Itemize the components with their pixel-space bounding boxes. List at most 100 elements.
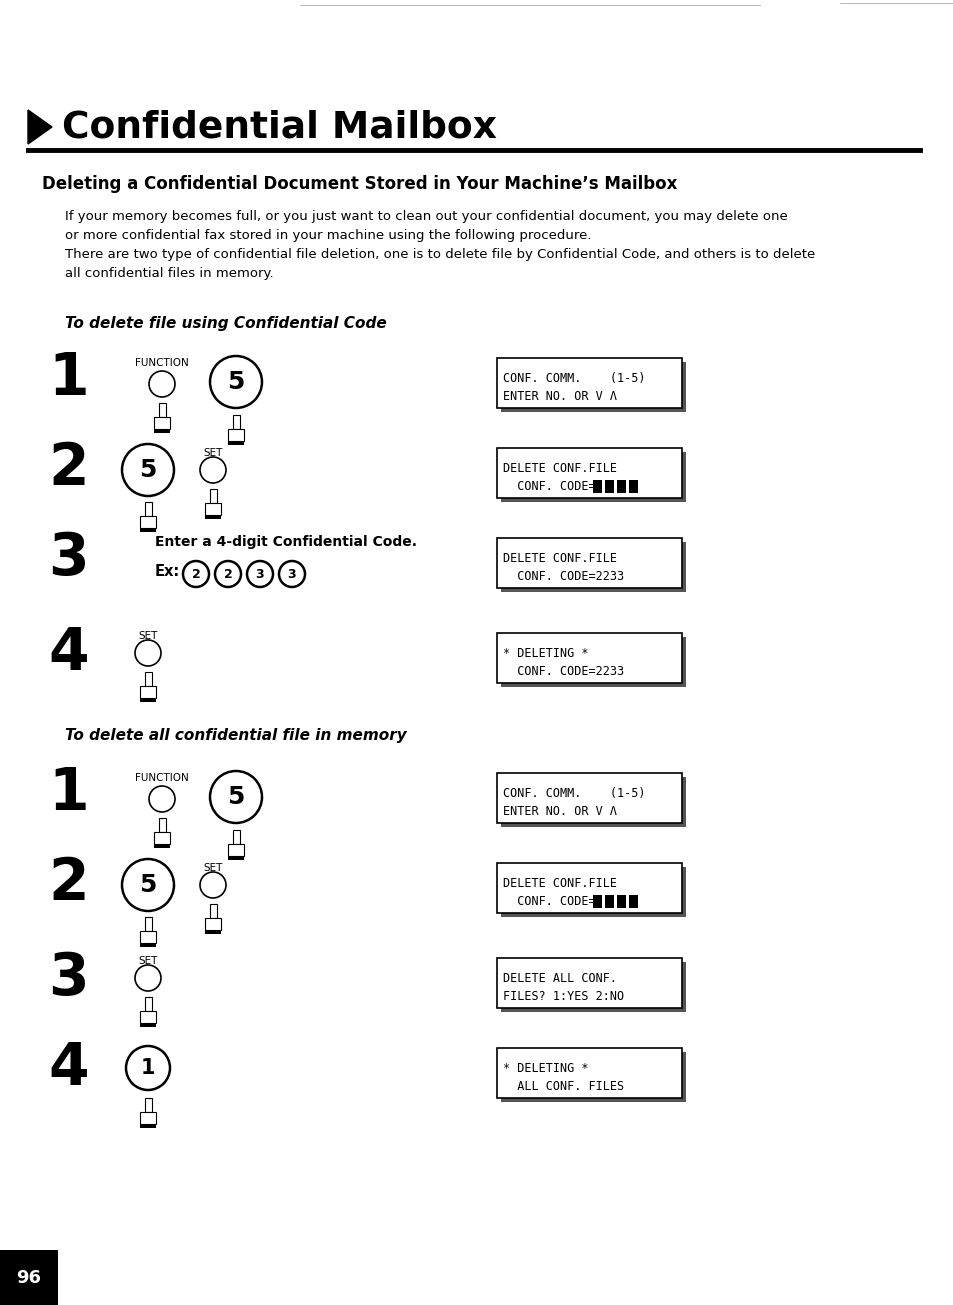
Bar	[593, 480, 601, 493]
Bar	[210, 904, 216, 917]
Text: FILES? 1:YES 2:NO: FILES? 1:YES 2:NO	[502, 990, 623, 1004]
Text: 3: 3	[48, 530, 89, 587]
Bar	[500, 361, 685, 412]
Bar	[140, 1011, 156, 1023]
Text: SET: SET	[203, 863, 222, 873]
Bar	[145, 672, 152, 686]
Bar	[500, 867, 685, 917]
Bar	[228, 441, 244, 445]
Bar	[140, 1112, 156, 1124]
Text: To delete file using Confidential Code: To delete file using Confidential Code	[65, 316, 386, 331]
Bar	[153, 844, 170, 848]
Bar	[500, 542, 685, 592]
Bar	[500, 637, 685, 686]
Text: CONF. CODE=2233: CONF. CODE=2233	[502, 666, 623, 679]
Text: 1: 1	[48, 350, 89, 407]
Text: Deleting a Confidential Document Stored in Your Machine’s Mailbox: Deleting a Confidential Document Stored …	[42, 175, 677, 193]
Bar	[0, 1250, 58, 1305]
Circle shape	[149, 371, 174, 397]
Text: 3: 3	[255, 568, 264, 581]
Circle shape	[247, 561, 273, 587]
Text: ENTER NO. OR V Λ: ENTER NO. OR V Λ	[502, 390, 617, 403]
Text: SET: SET	[138, 957, 157, 966]
Text: DELETE CONF.FILE: DELETE CONF.FILE	[502, 462, 617, 475]
Bar	[497, 1048, 681, 1098]
Text: CONF. COMM.    (1-5): CONF. COMM. (1-5)	[502, 372, 645, 385]
Bar	[228, 856, 244, 860]
Circle shape	[210, 356, 262, 408]
Circle shape	[122, 444, 173, 496]
Circle shape	[210, 771, 262, 823]
Text: 4: 4	[48, 625, 89, 683]
Bar	[500, 962, 685, 1011]
Bar	[233, 830, 240, 844]
Bar	[617, 480, 625, 493]
Text: 2: 2	[192, 568, 200, 581]
Circle shape	[135, 639, 161, 666]
Text: FUNCTION: FUNCTION	[135, 358, 189, 368]
Text: ALL CONF. FILES: ALL CONF. FILES	[502, 1081, 623, 1094]
Bar	[497, 863, 681, 913]
Text: CONF. CODE=2233: CONF. CODE=2233	[502, 570, 623, 583]
Polygon shape	[28, 110, 52, 144]
Bar	[500, 1052, 685, 1101]
Bar	[205, 502, 221, 515]
Bar	[628, 480, 638, 493]
Circle shape	[126, 1047, 170, 1090]
Bar	[145, 1098, 152, 1112]
Text: 5: 5	[227, 371, 244, 394]
Text: 2: 2	[48, 855, 89, 912]
Bar	[497, 633, 681, 683]
Circle shape	[200, 457, 226, 483]
Bar	[145, 502, 152, 515]
Text: If your memory becomes full, or you just want to clean out your confidential doc: If your memory becomes full, or you just…	[65, 210, 815, 281]
Circle shape	[183, 561, 209, 587]
Bar	[228, 844, 244, 856]
Bar	[140, 930, 156, 944]
Text: 5: 5	[139, 873, 156, 897]
Bar	[205, 515, 221, 519]
Bar	[497, 358, 681, 408]
Bar	[140, 515, 156, 529]
Text: To delete all confidential file in memory: To delete all confidential file in memor…	[65, 728, 406, 743]
Bar	[497, 773, 681, 823]
Circle shape	[149, 786, 174, 812]
Bar	[153, 429, 170, 433]
Text: Confidential Mailbox: Confidential Mailbox	[62, 110, 497, 145]
Bar	[593, 895, 601, 908]
Text: CONF. CODE=: CONF. CODE=	[502, 480, 602, 493]
Bar	[604, 480, 614, 493]
Text: ENTER NO. OR V Λ: ENTER NO. OR V Λ	[502, 805, 617, 818]
Text: 5: 5	[227, 786, 244, 809]
Text: Enter a 4-digit Confidential Code.: Enter a 4-digit Confidential Code.	[154, 535, 416, 549]
Bar	[205, 917, 221, 930]
Circle shape	[278, 561, 305, 587]
Bar	[140, 1023, 156, 1027]
Bar	[153, 418, 170, 429]
Bar	[604, 895, 614, 908]
Text: 3: 3	[48, 950, 89, 1007]
Bar	[497, 958, 681, 1007]
Bar	[159, 818, 166, 833]
Circle shape	[214, 561, 241, 587]
Text: * DELETING *: * DELETING *	[502, 647, 588, 660]
Bar	[628, 895, 638, 908]
Bar	[140, 698, 156, 702]
Text: * DELETING *: * DELETING *	[502, 1062, 588, 1075]
Text: CONF. CODE=: CONF. CODE=	[502, 895, 602, 908]
Bar	[205, 930, 221, 934]
Text: 5: 5	[139, 458, 156, 482]
Text: SET: SET	[203, 448, 222, 458]
Text: SET: SET	[138, 632, 157, 641]
Circle shape	[200, 872, 226, 898]
Bar	[233, 415, 240, 429]
Text: Ex:: Ex:	[154, 564, 180, 579]
Text: 1: 1	[48, 765, 89, 822]
Text: DELETE CONF.FILE: DELETE CONF.FILE	[502, 877, 617, 890]
Bar	[153, 833, 170, 844]
Bar	[210, 489, 216, 502]
Bar	[159, 403, 166, 418]
Text: 3: 3	[288, 568, 296, 581]
Bar	[145, 997, 152, 1011]
Bar	[617, 895, 625, 908]
